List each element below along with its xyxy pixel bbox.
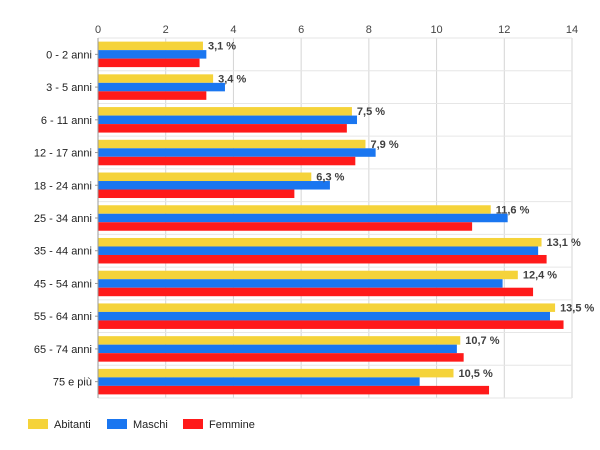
- x-tick-label: 10: [430, 24, 442, 36]
- data-label: 7,9 %: [370, 139, 398, 151]
- bar: [98, 213, 508, 223]
- category-label: 12 - 17 anni: [34, 148, 92, 160]
- data-label: 12,4 %: [523, 270, 557, 282]
- bar: [98, 74, 214, 83]
- bar: [98, 279, 503, 288]
- data-label: 13,5 %: [560, 302, 594, 314]
- bar: [98, 124, 347, 133]
- bar: [98, 368, 454, 378]
- category-label: 35 - 44 anni: [34, 246, 92, 258]
- bar: [98, 91, 207, 100]
- bar: [98, 189, 295, 199]
- bar: [98, 139, 366, 149]
- bar: [98, 205, 491, 214]
- bar: [98, 222, 473, 231]
- bar: [98, 50, 207, 59]
- category-label: 6 - 11 anni: [41, 115, 92, 127]
- legend-label: Maschi: [133, 419, 168, 431]
- category-label: 45 - 54 anni: [34, 278, 92, 290]
- bar: [98, 115, 358, 125]
- bar: [98, 82, 225, 92]
- bar: [98, 303, 556, 312]
- category-label: 3 - 5 anni: [46, 82, 92, 94]
- category-label: 0 - 2 anni: [46, 49, 92, 61]
- category-label: 55 - 64 anni: [34, 311, 92, 323]
- data-label: 13,1 %: [547, 237, 581, 249]
- legend-swatch: [28, 419, 48, 429]
- data-label: 10,7 %: [465, 335, 499, 347]
- category-label: 65 - 74 anni: [34, 344, 92, 356]
- bar: [98, 107, 352, 116]
- bar: [98, 156, 356, 166]
- legend-swatch: [183, 419, 203, 429]
- bar: [98, 41, 203, 51]
- legend-label: Abitanti: [54, 419, 91, 431]
- x-tick-label: 8: [366, 24, 372, 36]
- bar: [98, 58, 200, 68]
- data-label: 3,4 %: [218, 73, 246, 85]
- bar: [98, 172, 312, 182]
- x-tick-label: 6: [298, 24, 304, 36]
- bar: [98, 254, 547, 264]
- data-label: 3,1 %: [208, 41, 236, 53]
- bar: [98, 377, 420, 386]
- x-tick-label: 14: [566, 24, 578, 36]
- bar: [98, 148, 376, 157]
- data-label: 10,5 %: [459, 368, 493, 380]
- data-label: 6,3 %: [316, 172, 344, 184]
- bar: [98, 181, 330, 190]
- legend-swatch: [107, 419, 127, 429]
- bar: [98, 237, 542, 247]
- category-label: 18 - 24 anni: [34, 180, 92, 192]
- bar: [98, 385, 490, 395]
- bar: [98, 353, 464, 362]
- x-tick-label: 0: [95, 24, 101, 36]
- x-tick-label: 4: [230, 24, 236, 36]
- category-label: 75 e più: [53, 377, 92, 389]
- bar: [98, 320, 564, 329]
- data-label: 11,6 %: [496, 204, 530, 216]
- bar: [98, 270, 518, 280]
- data-label: 7,5 %: [357, 106, 385, 118]
- bar: [98, 311, 550, 321]
- x-tick-label: 2: [163, 24, 169, 36]
- bar: [98, 336, 461, 345]
- category-label: 25 - 34 anni: [34, 213, 92, 225]
- x-tick-label: 12: [498, 24, 510, 36]
- bar: [98, 287, 534, 297]
- bar: [98, 344, 457, 354]
- bar: [98, 246, 539, 255]
- legend-label: Femmine: [209, 419, 255, 431]
